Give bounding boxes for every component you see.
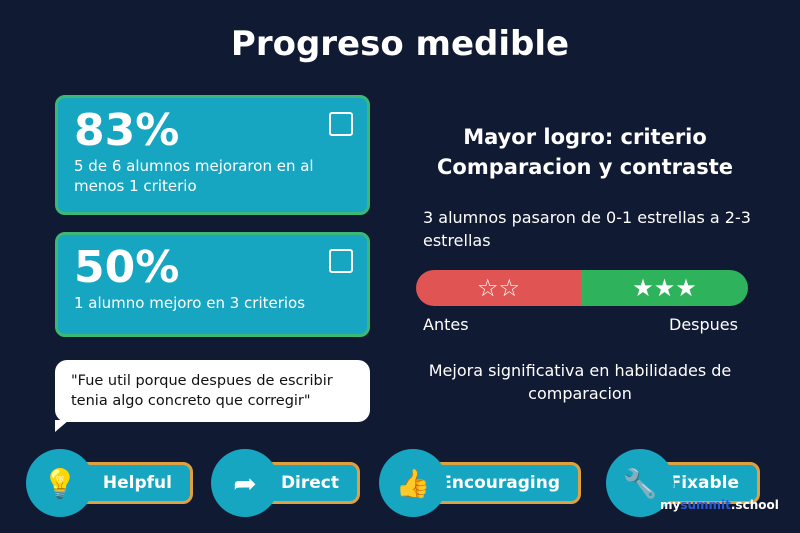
stat-text: 5 de 6 alumnos mejoraron en al menos 1 c… bbox=[74, 157, 314, 195]
stat-text: 1 alumno mejoro en 3 criterios bbox=[74, 294, 306, 312]
highlight-heading-1: Mayor logro: criterio bbox=[463, 125, 707, 149]
highlight-heading-2: Comparacion y contraste bbox=[437, 155, 733, 179]
after-stars: ★★★ bbox=[581, 270, 748, 306]
stat-card-50: 50% 1 alumno mejoro en 3 criterios bbox=[55, 232, 370, 337]
watermark-logo: mysummit.school bbox=[660, 498, 779, 512]
before-stars: ☆☆ bbox=[416, 270, 581, 306]
quote-bubble: "Fue util porque despues de escribir ten… bbox=[55, 360, 370, 432]
stat-card-83: 83% 5 de 6 alumnos mejoraron en al menos… bbox=[55, 95, 370, 215]
chart-icon bbox=[329, 249, 353, 273]
lightbulb-icon: 💡 bbox=[29, 452, 91, 514]
after-label: Despues bbox=[669, 315, 738, 334]
thumbs-up-icon: 👍 bbox=[382, 452, 444, 514]
wrench-icon: 🔧 bbox=[609, 452, 671, 514]
chart-icon bbox=[329, 112, 353, 136]
stat-value: 50% bbox=[74, 242, 180, 293]
highlight-detail: 3 alumnos pasaron de 0-1 estrellas a 2-3… bbox=[423, 208, 751, 250]
conclusion: Mejora significativa en habilidades de c… bbox=[428, 361, 732, 403]
arrow-icon: ➦ bbox=[214, 452, 276, 514]
progress-bar: ☆☆ ★★★ bbox=[416, 270, 748, 306]
page-title: Progreso medible bbox=[230, 24, 570, 64]
before-label: Antes bbox=[423, 315, 469, 334]
stat-value: 83% bbox=[74, 105, 180, 156]
